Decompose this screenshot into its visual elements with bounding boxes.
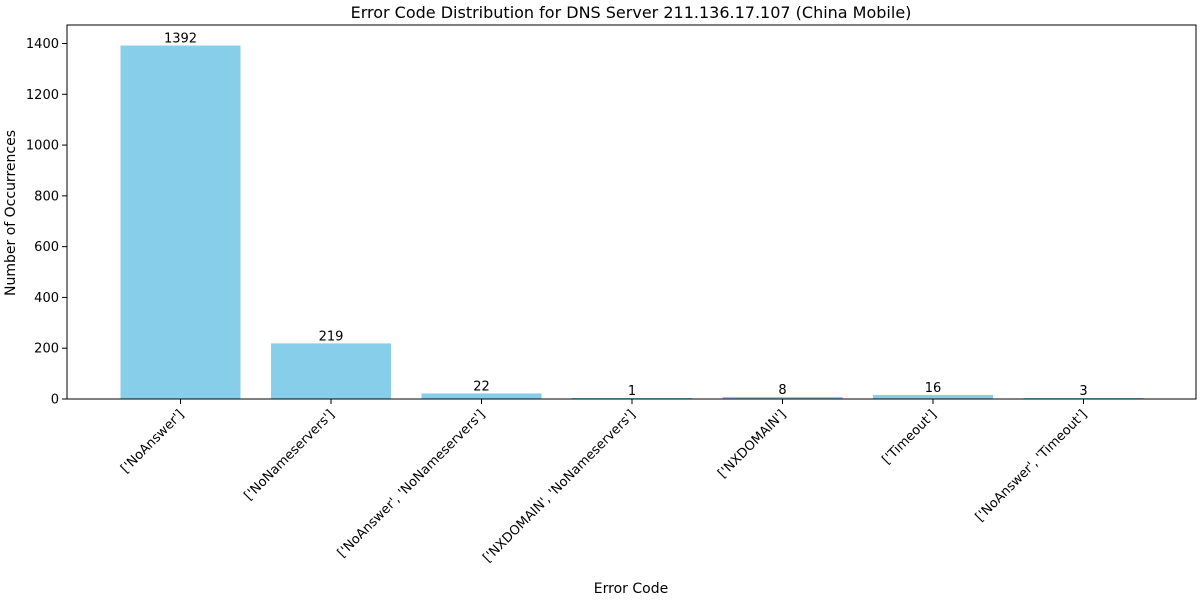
bar-value-label: 219 xyxy=(319,329,344,344)
x-tick-label: ['NoAnswer', 'NoNameservers'] xyxy=(335,407,489,561)
x-tick-label: ['NoAnswer', 'Timeout'] xyxy=(973,407,1091,525)
bar xyxy=(421,393,542,399)
y-tick-label: 1200 xyxy=(26,88,59,103)
bar-value-label: 16 xyxy=(925,381,942,396)
y-axis-label: Number of Occurrences xyxy=(3,130,19,296)
y-tick-label: 600 xyxy=(34,240,59,255)
x-tick-label: ['NoAnswer'] xyxy=(118,407,187,476)
y-tick-label: 1000 xyxy=(26,139,59,154)
bar-value-label: 8 xyxy=(778,383,786,398)
bar xyxy=(271,343,391,399)
x-axis-label: Error Code xyxy=(594,581,668,597)
bar-value-label: 22 xyxy=(473,379,490,394)
y-tick-label: 800 xyxy=(34,189,59,204)
y-tick-label: 200 xyxy=(34,342,59,357)
bar-value-label: 1392 xyxy=(164,32,197,47)
y-tick-label: 400 xyxy=(34,291,59,306)
chart-title: Error Code Distribution for DNS Server 2… xyxy=(351,3,912,22)
x-tick-label: ['Timeout'] xyxy=(879,407,939,467)
y-tick-label: 1400 xyxy=(26,37,59,52)
bars-layer: 1392 219 22 1 8 16 3 xyxy=(120,32,1144,399)
bar xyxy=(722,396,843,399)
x-tick-label: ['NXDOMAIN'] xyxy=(715,407,789,481)
bar xyxy=(873,394,993,399)
x-tick-label: ['NXDOMAIN', 'NoNameservers'] xyxy=(480,407,639,566)
bar-value-label: 3 xyxy=(1079,384,1087,399)
y-tick-label: 0 xyxy=(51,393,59,408)
plot-frame xyxy=(66,24,1197,400)
bar-value-label: 1 xyxy=(628,384,636,399)
x-tick-label: ['NoNameservers'] xyxy=(241,407,337,503)
bar xyxy=(120,45,241,399)
